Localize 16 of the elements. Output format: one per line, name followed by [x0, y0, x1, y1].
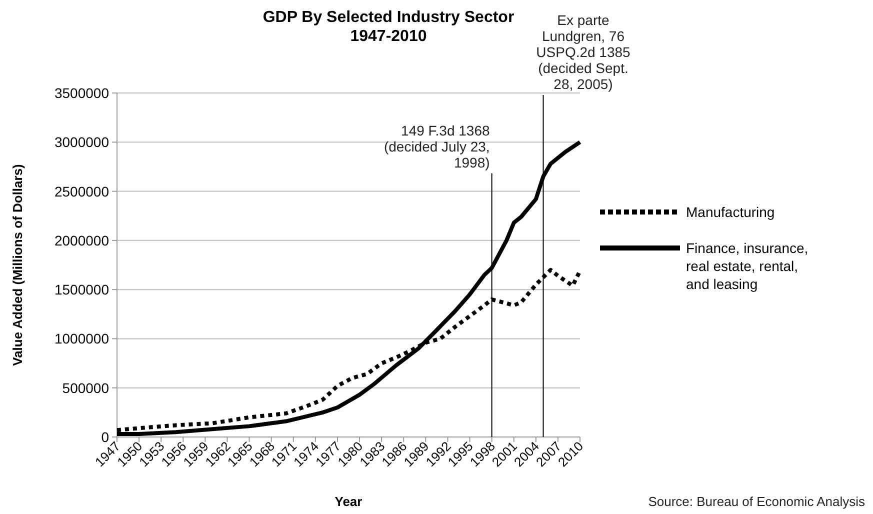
y-tick-label: 1500000: [54, 282, 110, 298]
y-tick-label: 1000000: [54, 330, 110, 347]
x-axis-title: Year: [334, 494, 362, 509]
y-tick-label: 2500000: [54, 183, 110, 200]
y-axis-title: Value Added (Millions of Dollars): [10, 164, 25, 366]
chart-title: GDP By Selected Industry Sector 1947-2010: [262, 9, 514, 45]
y-tick-label: 500000: [62, 380, 110, 396]
legend-label: Finance, insurance, real estate, rental, and leasing: [686, 240, 808, 292]
y-tick-label: 0: [101, 429, 110, 445]
y-tick-label: 3500000: [54, 85, 110, 101]
y-tick-label: 3000000: [54, 134, 110, 150]
ref-line-label: 149 F.3d 1368 (decided July 23, 1998): [384, 122, 490, 170]
legend-label: Manufacturing: [686, 204, 775, 220]
y-tick-label: 2000000: [54, 232, 110, 248]
ref-line-label: Ex parte Lundgren, 76 USPQ.2d 1385 (decided Sept. 28, 2005): [536, 12, 631, 92]
source-note: Source: Bureau of Economic Analysis: [648, 494, 866, 509]
